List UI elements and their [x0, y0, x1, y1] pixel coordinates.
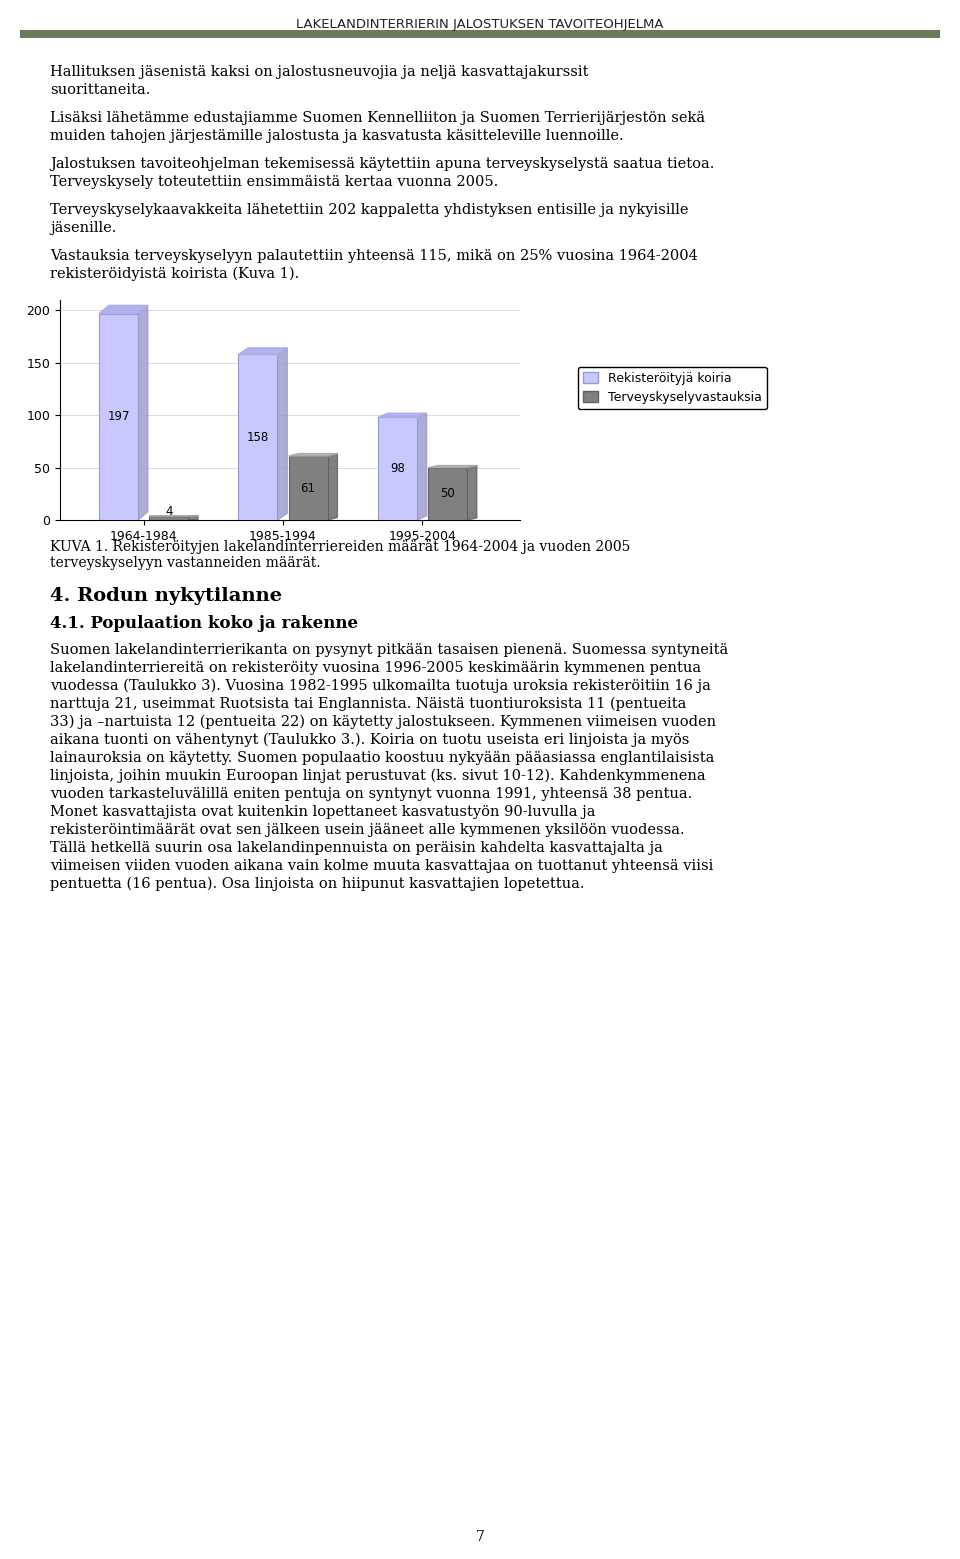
Text: lainauroksia on käytetty. Suomen populaatio koostuu nykyään pääasiassa englantil: lainauroksia on käytetty. Suomen populaa…: [50, 751, 714, 765]
Polygon shape: [99, 306, 148, 313]
Text: 158: 158: [247, 430, 269, 444]
Text: pentuetta (16 pentua). Osa linjoista on hiipunut kasvattajien lopetettua.: pentuetta (16 pentua). Osa linjoista on …: [50, 878, 585, 892]
Text: 197: 197: [108, 410, 130, 424]
Text: 50: 50: [440, 488, 455, 500]
Text: rekisteröintimäärät ovat sen jälkeen usein jääneet alle kymmenen yksilöön vuodes: rekisteröintimäärät ovat sen jälkeen use…: [50, 823, 684, 837]
Text: 4. Rodun nykytilanne: 4. Rodun nykytilanne: [50, 588, 282, 605]
Legend: Rekisteröityjä koiria, Terveyskyselyvastauksia: Rekisteröityjä koiria, Terveyskyselyvast…: [578, 366, 767, 408]
Text: 7: 7: [475, 1529, 485, 1543]
Polygon shape: [417, 413, 426, 521]
Text: vuoden tarkasteluvälillä eniten pentuja on syntynyt vuonna 1991, yhteensä 38 pen: vuoden tarkasteluvälillä eniten pentuja …: [50, 787, 692, 801]
Text: 4.1. Populaation koko ja rakenne: 4.1. Populaation koko ja rakenne: [50, 614, 358, 631]
Text: muiden tahojen järjestämille jalostusta ja kasvatusta käsitteleville luennoille.: muiden tahojen järjestämille jalostusta …: [50, 129, 624, 143]
Bar: [149, 516, 188, 521]
Bar: [289, 457, 327, 521]
Text: 61: 61: [300, 482, 316, 494]
Polygon shape: [289, 454, 337, 457]
Polygon shape: [277, 348, 287, 521]
Text: Monet kasvattajista ovat kuitenkin lopettaneet kasvatustyön 90-luvulla ja: Monet kasvattajista ovat kuitenkin lopet…: [50, 804, 595, 818]
Text: linjoista, joihin muukin Euroopan linjat perustuvat (ks. sivut 10-12). Kahdenkym: linjoista, joihin muukin Euroopan linjat…: [50, 769, 706, 783]
Text: 4: 4: [165, 505, 173, 518]
Text: KUVA 1. Rekisteröityjen lakelandinterriereiden määrät 1964-2004 ja vuoden 2005: KUVA 1. Rekisteröityjen lakelandinterrie…: [50, 539, 631, 553]
Text: lakelandinterriereitä on rekisteröity vuosina 1996-2005 keskimäärin kymmenen pen: lakelandinterriereitä on rekisteröity vu…: [50, 661, 701, 675]
Text: Jalostuksen tavoiteohjelman tekemisessä käytettiin apuna terveyskyselystä saatua: Jalostuksen tavoiteohjelman tekemisessä …: [50, 157, 714, 171]
Text: Hallituksen jäsenistä kaksi on jalostusneuvojia ja neljä kasvattajakurssit: Hallituksen jäsenistä kaksi on jalostusn…: [50, 65, 588, 80]
Text: aikana tuonti on vähentynyt (Taulukko 3.). Koiria on tuotu useista eri linjoista: aikana tuonti on vähentynyt (Taulukko 3.…: [50, 733, 689, 747]
Text: Terveyskysely toteutettiin ensimmäistä kertaa vuonna 2005.: Terveyskysely toteutettiin ensimmäistä k…: [50, 175, 498, 189]
Text: viimeisen viiden vuoden aikana vain kolme muuta kasvattajaa on tuottanut yhteens: viimeisen viiden vuoden aikana vain kolm…: [50, 859, 713, 873]
Text: vuodessa (Taulukko 3). Vuosina 1982-1995 ulkomailta tuotuja uroksia rekisteröiti: vuodessa (Taulukko 3). Vuosina 1982-1995…: [50, 680, 710, 694]
Text: 98: 98: [390, 461, 405, 475]
Text: suorittaneita.: suorittaneita.: [50, 83, 151, 97]
Text: Terveyskyselykaavakkeita lähetettiin 202 kappaletta yhdistyksen entisille ja nyk: Terveyskyselykaavakkeita lähetettiin 202…: [50, 203, 688, 217]
Text: Suomen lakelandinterrierikanta on pysynyt pitkään tasaisen pienenä. Suomessa syn: Suomen lakelandinterrierikanta on pysyny…: [50, 642, 729, 656]
Text: Lisäksi lähetämme edustajiamme Suomen Kennelliiton ja Suomen Terrierijärjestön s: Lisäksi lähetämme edustajiamme Suomen Ke…: [50, 111, 706, 125]
Text: rekisteröidyistä koirista (Kuva 1).: rekisteröidyistä koirista (Kuva 1).: [50, 267, 300, 281]
Polygon shape: [327, 454, 337, 521]
Bar: [238, 354, 277, 521]
Text: Tällä hetkellä suurin osa lakelandinpennuista on peräisin kahdelta kasvattajalta: Tällä hetkellä suurin osa lakelandinpenn…: [50, 840, 662, 854]
Polygon shape: [238, 348, 287, 354]
Polygon shape: [428, 466, 477, 468]
Polygon shape: [467, 466, 477, 521]
Text: narttuja 21, useimmat Ruotsista tai Englannista. Näistä tuontiuroksista 11 (pent: narttuja 21, useimmat Ruotsista tai Engl…: [50, 697, 686, 711]
Bar: [378, 418, 417, 521]
Polygon shape: [188, 516, 198, 521]
Bar: [20, 30, 940, 37]
Text: LAKELANDINTERRIERIN JALOSTUKSEN TAVOITEOHJELMA: LAKELANDINTERRIERIN JALOSTUKSEN TAVOITEO…: [297, 19, 663, 31]
Text: Vastauksia terveyskyselyyn palautettiin yhteensä 115, mikä on 25% vuosina 1964-2: Vastauksia terveyskyselyyn palautettiin …: [50, 249, 698, 263]
Text: jäsenille.: jäsenille.: [50, 221, 116, 235]
Text: 33) ja –nartuista 12 (pentueita 22) on käytetty jalostukseen. Kymmenen viimeisen: 33) ja –nartuista 12 (pentueita 22) on k…: [50, 716, 716, 730]
Polygon shape: [138, 306, 148, 521]
Polygon shape: [378, 413, 426, 418]
Bar: [99, 313, 138, 521]
Text: terveyskyselyyn vastanneiden määrät.: terveyskyselyyn vastanneiden määrät.: [50, 557, 321, 571]
Bar: [428, 468, 467, 521]
